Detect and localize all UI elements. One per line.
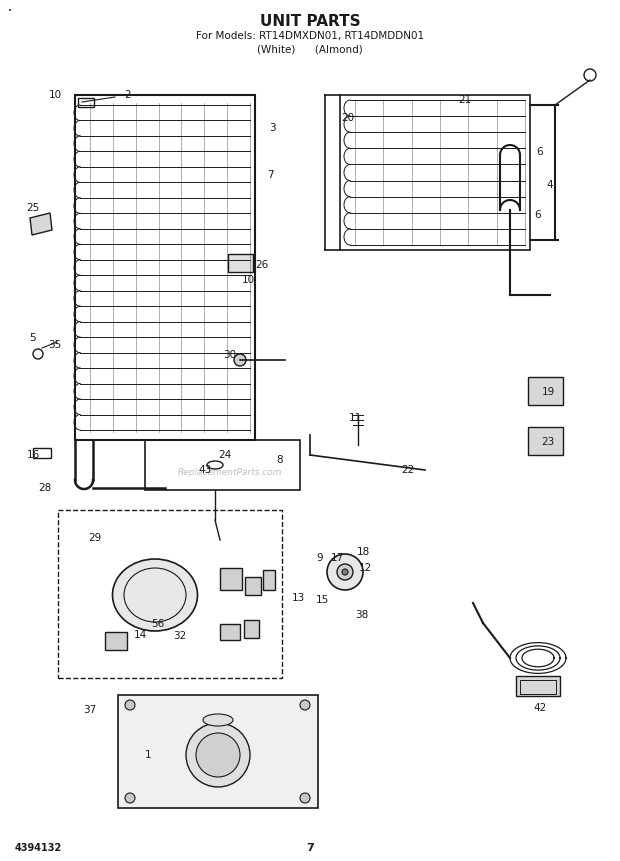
Text: 10: 10 (48, 90, 61, 100)
Text: 15: 15 (316, 595, 329, 605)
Bar (118, 695, 318, 808)
Text: 26: 26 (255, 260, 268, 270)
Text: 17: 17 (330, 553, 343, 563)
Circle shape (300, 700, 310, 710)
Text: 38: 38 (355, 610, 369, 620)
Circle shape (337, 564, 353, 580)
Text: 9: 9 (317, 553, 323, 563)
Text: 18: 18 (356, 547, 370, 557)
Text: For Models: RT14DMXDN01, RT14DMDDN01: For Models: RT14DMXDN01, RT14DMDDN01 (196, 31, 424, 41)
Text: 7: 7 (267, 170, 273, 180)
Circle shape (196, 733, 240, 777)
Text: 20: 20 (342, 113, 355, 123)
Bar (228, 254, 253, 272)
Bar (78, 98, 94, 107)
Circle shape (327, 554, 363, 590)
Text: 23: 23 (541, 437, 555, 447)
Text: 56: 56 (151, 619, 165, 629)
Text: 35: 35 (48, 340, 61, 350)
Text: 42: 42 (533, 703, 547, 713)
Text: 22: 22 (401, 465, 415, 475)
Circle shape (125, 793, 135, 803)
Bar (528, 377, 563, 405)
Bar (263, 570, 275, 590)
Bar (528, 427, 563, 455)
Bar (33, 448, 51, 458)
Text: 32: 32 (174, 631, 187, 641)
Text: 12: 12 (358, 563, 371, 573)
Bar (245, 577, 261, 595)
Bar (145, 440, 300, 490)
Bar (520, 680, 556, 694)
Text: (White)      (Almond): (White) (Almond) (257, 45, 363, 55)
Text: UNIT PARTS: UNIT PARTS (260, 15, 360, 29)
Text: 4394132: 4394132 (15, 843, 62, 853)
Circle shape (300, 793, 310, 803)
Text: 1: 1 (144, 750, 151, 760)
Bar (220, 624, 240, 640)
Text: 28: 28 (38, 483, 51, 493)
Bar (516, 676, 560, 696)
Text: 29: 29 (89, 533, 102, 543)
Text: 13: 13 (291, 593, 304, 603)
Text: 11: 11 (348, 413, 361, 423)
Text: 5: 5 (30, 333, 37, 343)
Circle shape (125, 700, 135, 710)
Text: 25: 25 (27, 203, 40, 213)
Text: 2: 2 (125, 90, 131, 100)
Circle shape (186, 723, 250, 787)
Text: 21: 21 (458, 95, 472, 105)
Bar (220, 568, 242, 590)
Bar (105, 632, 127, 650)
Text: ReplacementParts.com: ReplacementParts.com (178, 468, 282, 477)
Text: 30: 30 (223, 350, 237, 360)
Bar (58, 510, 282, 678)
Text: 24: 24 (218, 450, 232, 460)
Polygon shape (30, 213, 52, 235)
Text: 43: 43 (198, 465, 211, 475)
Text: 8: 8 (277, 455, 283, 465)
Text: 7: 7 (306, 843, 314, 853)
Ellipse shape (112, 559, 198, 631)
Text: 14: 14 (133, 630, 146, 640)
Text: 6: 6 (537, 147, 543, 157)
Text: 6: 6 (534, 210, 541, 220)
Circle shape (234, 354, 246, 366)
Text: 10: 10 (241, 275, 255, 285)
Text: 4: 4 (547, 180, 553, 190)
Text: •: • (8, 8, 12, 14)
Ellipse shape (203, 714, 233, 726)
Text: 19: 19 (541, 387, 555, 397)
Text: 16: 16 (27, 450, 40, 460)
Text: 37: 37 (83, 705, 97, 715)
Circle shape (342, 569, 348, 575)
Bar (244, 620, 259, 638)
Text: 3: 3 (268, 123, 275, 133)
